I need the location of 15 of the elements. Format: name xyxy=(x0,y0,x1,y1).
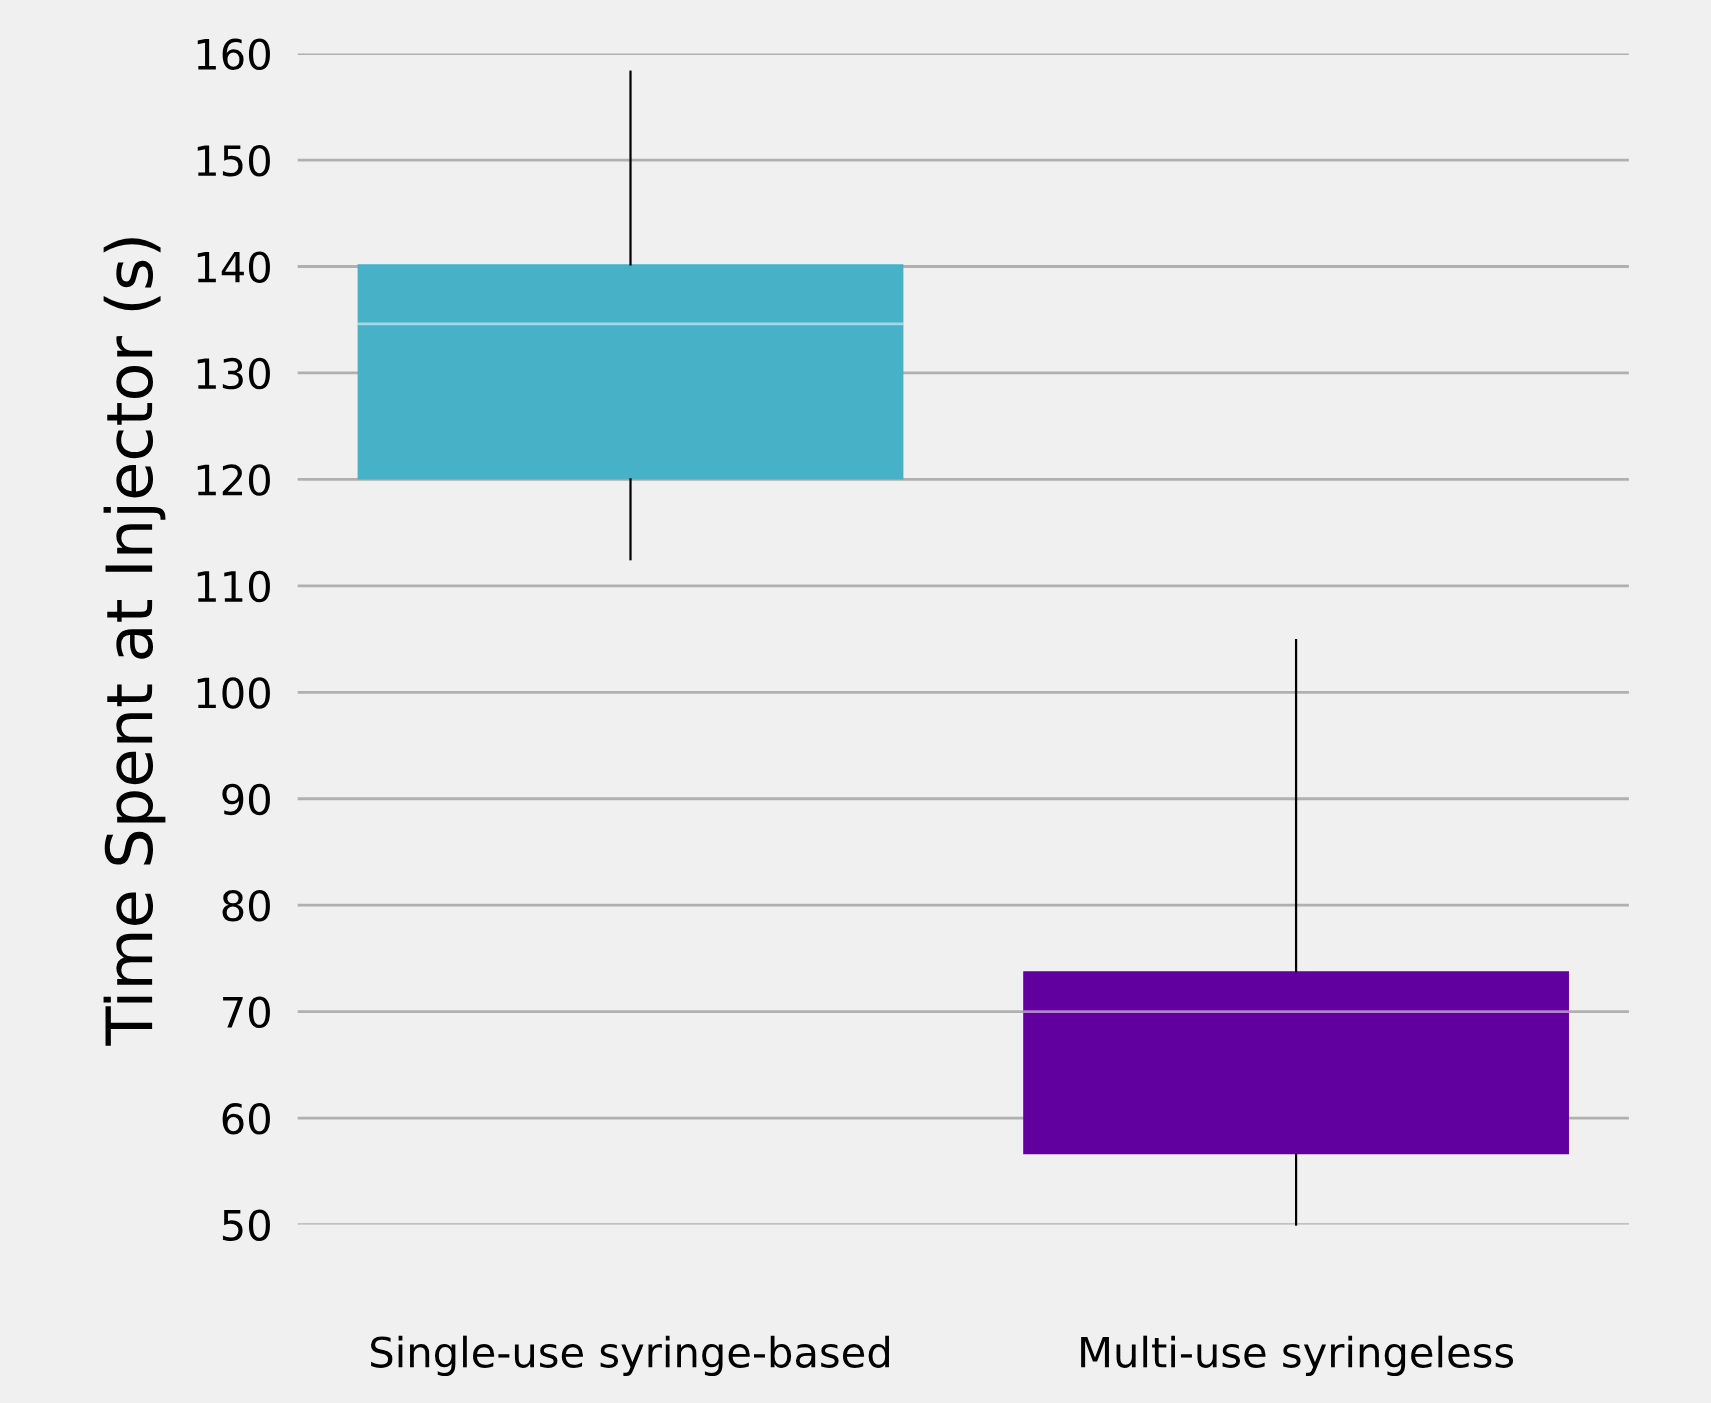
y-tick-label: 110 xyxy=(197,570,270,603)
y-tick-label: 80 xyxy=(222,890,270,922)
x-tick-label: Single-use syringe-based xyxy=(371,1335,889,1376)
y-tick-label: 130 xyxy=(197,357,270,390)
y-tick-label: 50 xyxy=(222,1209,270,1241)
y-tick-label: 60 xyxy=(222,1102,270,1135)
y-tick-label: 140 xyxy=(197,251,270,283)
y-tick-label: 160 xyxy=(197,38,270,71)
y-tick-label: 90 xyxy=(222,783,270,816)
y-tick-label: 120 xyxy=(197,464,270,496)
y-axis-title: Time Spent at Injector (s) xyxy=(103,238,166,1046)
y-tick-label: 70 xyxy=(223,996,270,1029)
y-tick-label: 150 xyxy=(197,144,270,177)
x-tick-label: Multi-use syringeless xyxy=(1081,1335,1514,1376)
y-tick-label: 100 xyxy=(197,677,270,709)
